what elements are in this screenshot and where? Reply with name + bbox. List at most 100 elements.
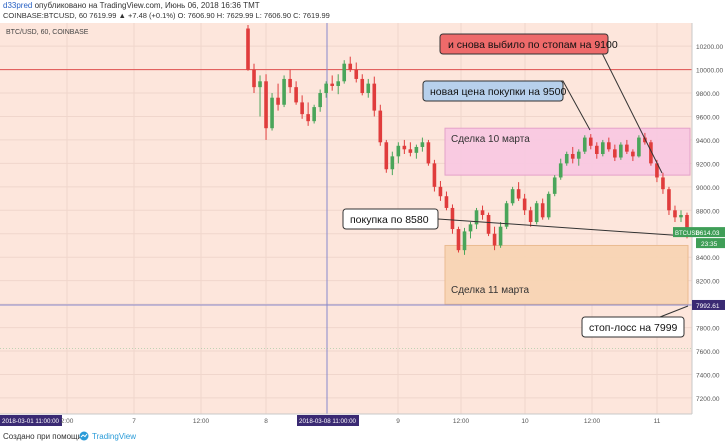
y-tick-label: 8800.00 — [696, 208, 720, 215]
y-tick-label: 9600.00 — [696, 114, 720, 121]
price-tag-time-bg — [696, 238, 725, 249]
x-tick-time-tag: 2018-03-01 11:00:00 — [2, 418, 60, 425]
y-tick-label: 7800.00 — [696, 326, 720, 333]
candle-body — [354, 69, 359, 79]
callout-buy-8580: покупка по 8580 — [350, 214, 429, 226]
price-tag-time: 23:35 — [701, 241, 718, 248]
annotations: и снова выбило по стопам на 9100 новая це… — [342, 33, 689, 338]
candle-body — [552, 177, 557, 194]
y-tick-label: 10000.00 — [696, 68, 723, 75]
footer-brand[interactable]: TradingView — [92, 432, 137, 441]
candle-body — [312, 107, 316, 122]
candle-body — [492, 233, 497, 246]
author-link[interactable]: d33pred — [3, 1, 33, 10]
candle-body — [613, 149, 617, 158]
x-axis-ticks: 2018-03-01 11:00:00 2:00 7 12:00 8 2018-03-08… — [0, 415, 661, 426]
candlestick-chart[interactable]: Сделка 10 марта Сделка 11 марта и снова в… — [0, 23, 725, 427]
candle-body — [673, 210, 677, 218]
zone-label: Сделка 11 марта — [451, 285, 529, 296]
candle-body — [426, 142, 431, 164]
y-tick-label: 7600.00 — [696, 349, 720, 356]
candle-body — [546, 193, 551, 218]
crosshair-price-value: 7992.61 — [696, 303, 720, 310]
candle-body — [282, 78, 286, 105]
candle-body — [570, 154, 575, 159]
candle-body — [667, 189, 671, 211]
y-tick-label: 8400.00 — [696, 255, 720, 262]
y-tick-label: 9400.00 — [696, 138, 720, 145]
price-tag-bg — [673, 227, 725, 238]
candle-body — [619, 144, 623, 158]
candle-body — [330, 83, 334, 86]
x-tick-label: 11 — [654, 418, 661, 425]
callout-bubble — [439, 33, 609, 55]
candle-body — [324, 83, 328, 94]
candle-body — [661, 177, 665, 190]
candle-body — [558, 163, 563, 178]
candle-body — [582, 137, 587, 152]
candle-body — [588, 137, 593, 146]
callout-bubble — [342, 208, 439, 230]
y-tick-label: 8200.00 — [696, 279, 720, 286]
candle-body — [384, 142, 389, 170]
candle-body — [438, 186, 443, 197]
callout-pointer — [599, 48, 663, 174]
candle-body — [468, 224, 473, 232]
candle-body — [276, 97, 280, 105]
candle-body — [396, 145, 401, 157]
candle-body — [607, 142, 611, 150]
candle-body — [456, 229, 461, 251]
price-tag-value: 8614.03 — [696, 230, 720, 237]
zone-label: Сделка 10 марта — [451, 134, 530, 145]
callout-bubble — [581, 316, 685, 338]
candle-body — [685, 214, 689, 233]
candle-body — [432, 163, 437, 187]
candle-body — [516, 189, 521, 199]
zones: Сделка 10 марта Сделка 11 марта — [444, 127, 691, 305]
x-tick-label: 9 — [396, 418, 400, 425]
callout-stop-again: и снова выбило по стопам на 9100 — [448, 39, 618, 51]
candle-body — [288, 78, 292, 88]
callout-bubble — [422, 80, 564, 102]
candle-body — [486, 214, 491, 234]
callout-stop-loss: стоп-лосс на 7999 — [589, 322, 678, 334]
publish-line: d33pred опубликовано на TradingView.com,… — [3, 1, 260, 10]
callout-pointer — [437, 218, 687, 237]
candle-body — [576, 151, 581, 159]
candle-body — [631, 151, 635, 157]
candle-body — [643, 137, 647, 143]
candle-body — [342, 63, 347, 82]
candle-body — [306, 114, 310, 122]
candle-body — [480, 210, 485, 215]
footer: Создано при помощи TradingView — [0, 430, 725, 445]
price-axis — [692, 23, 725, 427]
y-tick-label: 7200.00 — [696, 396, 720, 403]
chart-area[interactable]: Сделка 10 марта Сделка 11 марта и снова в… — [0, 23, 725, 427]
candle-body — [625, 144, 629, 152]
candle-body — [246, 28, 250, 70]
y-tick-label: 9800.00 — [696, 91, 720, 98]
callout-new-buy: новая цена покупки на 9500 — [430, 86, 566, 98]
crosshair-price-tag — [692, 299, 725, 310]
candle-body — [294, 87, 298, 103]
y-tick-label: 9200.00 — [696, 161, 720, 168]
callout-pointer — [659, 305, 689, 318]
candle-body — [414, 146, 419, 153]
x-tick-label: 12:00 — [584, 418, 601, 425]
candle-body — [655, 163, 659, 178]
candle-body — [528, 210, 533, 223]
candle-body — [258, 81, 262, 88]
x-tick-label: 7 — [132, 418, 136, 425]
candle-body — [360, 78, 365, 94]
x-tick-time-tag: 2018-03-08 11:00:00 — [299, 418, 357, 425]
x-tick-label: 2:00 — [61, 418, 74, 425]
y-tick-label: 7400.00 — [696, 372, 720, 379]
candle-body — [348, 63, 353, 70]
y-tick-label: 10200.00 — [696, 44, 723, 51]
candle-body — [450, 207, 455, 230]
footer-made-with: Создано при помощи — [3, 432, 83, 441]
time-tag-bg — [0, 415, 62, 426]
candle-body — [336, 81, 341, 86]
candle-body — [679, 214, 683, 218]
